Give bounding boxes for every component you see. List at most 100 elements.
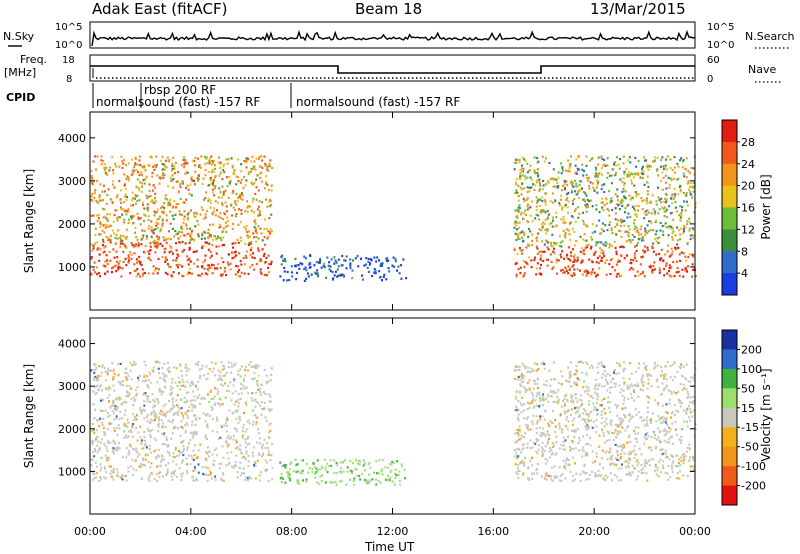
echo-cell <box>647 230 650 233</box>
echo-cell <box>316 459 319 462</box>
echo-cell <box>94 447 96 450</box>
echo-cell <box>192 390 195 393</box>
echo-cell <box>604 244 607 247</box>
echo-cell <box>155 244 158 248</box>
echo-cell <box>602 250 605 253</box>
echo-cell <box>164 194 167 197</box>
echo-cell <box>635 193 638 196</box>
echo-cell <box>229 381 232 384</box>
echo-cell <box>682 227 685 230</box>
echo-cell <box>680 459 683 462</box>
echo-cell <box>535 438 538 441</box>
echo-cell <box>538 182 541 185</box>
echo-cell <box>171 381 174 384</box>
echo-cell <box>109 387 112 390</box>
echo-cell <box>234 464 236 467</box>
echo-cell <box>588 403 591 406</box>
echo-cell <box>683 387 686 390</box>
echo-cell <box>591 223 594 226</box>
echo-cell <box>646 164 649 167</box>
echo-cell <box>645 213 647 217</box>
echo-cell <box>165 238 168 241</box>
echo-cell <box>186 233 189 236</box>
echo-cell <box>619 230 622 233</box>
echo-cell <box>542 393 545 396</box>
echo-cell <box>666 155 669 158</box>
echo-cell <box>234 215 237 218</box>
echo-cell <box>608 214 611 217</box>
echo-cell <box>618 208 621 211</box>
echo-cell <box>645 197 648 200</box>
echo-cell <box>545 384 548 387</box>
echo-cell <box>244 430 247 433</box>
echo-cell <box>218 187 221 190</box>
echo-cell <box>157 257 160 260</box>
echo-cell <box>213 234 216 238</box>
echo-cell <box>546 264 549 267</box>
echo-cell <box>398 479 401 482</box>
echo-cell <box>243 263 246 266</box>
echo-cell <box>132 473 134 476</box>
echo-cell <box>526 162 529 165</box>
echo-cell <box>636 241 639 245</box>
echo-cell <box>257 384 260 387</box>
echo-cell <box>521 380 524 384</box>
echo-cell <box>257 214 260 217</box>
echo-cell <box>628 457 631 460</box>
echo-cell <box>657 212 660 215</box>
echo-cell <box>90 272 93 275</box>
echo-cell <box>544 445 547 448</box>
echo-cell <box>175 259 177 262</box>
echo-cell <box>520 213 523 216</box>
echo-cell <box>584 247 587 250</box>
echo-cell <box>201 208 204 212</box>
echo-cell <box>649 229 652 232</box>
echo-cell <box>154 242 157 245</box>
noise-sky-line <box>91 29 696 47</box>
echo-cell <box>236 471 239 474</box>
echo-cell <box>551 445 554 448</box>
echo-cell <box>107 456 110 459</box>
echo-cell <box>642 170 645 173</box>
echo-cell <box>209 473 212 476</box>
echo-cell <box>571 274 574 278</box>
echo-cell <box>619 201 622 204</box>
echo-cell <box>616 449 619 452</box>
echo-cell <box>117 424 120 427</box>
echo-cell <box>238 252 241 255</box>
echo-cell <box>349 262 352 265</box>
echo-cell <box>164 415 167 418</box>
echo-cell <box>133 399 136 402</box>
echo-cell <box>106 396 109 399</box>
echo-cell <box>157 455 160 458</box>
echo-cell <box>257 205 260 208</box>
echo-cell <box>236 409 239 412</box>
echo-cell <box>135 275 138 278</box>
echo-cell <box>225 158 228 161</box>
echo-cell <box>538 394 541 397</box>
echo-cell <box>162 172 165 175</box>
echo-cell <box>688 447 691 450</box>
echo-cell <box>119 383 122 386</box>
echo-cell <box>141 459 144 462</box>
echo-cell <box>560 172 563 175</box>
echo-cell <box>153 239 156 242</box>
echo-cell <box>185 223 188 226</box>
echo-cell <box>324 468 327 471</box>
echo-cell <box>138 199 141 202</box>
echo-cell <box>323 458 326 461</box>
echo-cell <box>611 431 614 434</box>
echo-cell <box>92 403 95 406</box>
echo-cell <box>146 385 149 388</box>
echo-cell <box>339 461 342 464</box>
echo-cell <box>125 178 128 181</box>
echo-cell <box>573 260 576 263</box>
echo-cell <box>621 204 624 208</box>
echo-cell <box>644 210 647 213</box>
echo-cell <box>691 185 694 189</box>
echo-cell <box>636 459 639 462</box>
echo-cell <box>106 270 109 273</box>
echo-cell <box>560 383 563 386</box>
echo-cell <box>186 446 189 449</box>
echo-cell <box>198 417 201 420</box>
